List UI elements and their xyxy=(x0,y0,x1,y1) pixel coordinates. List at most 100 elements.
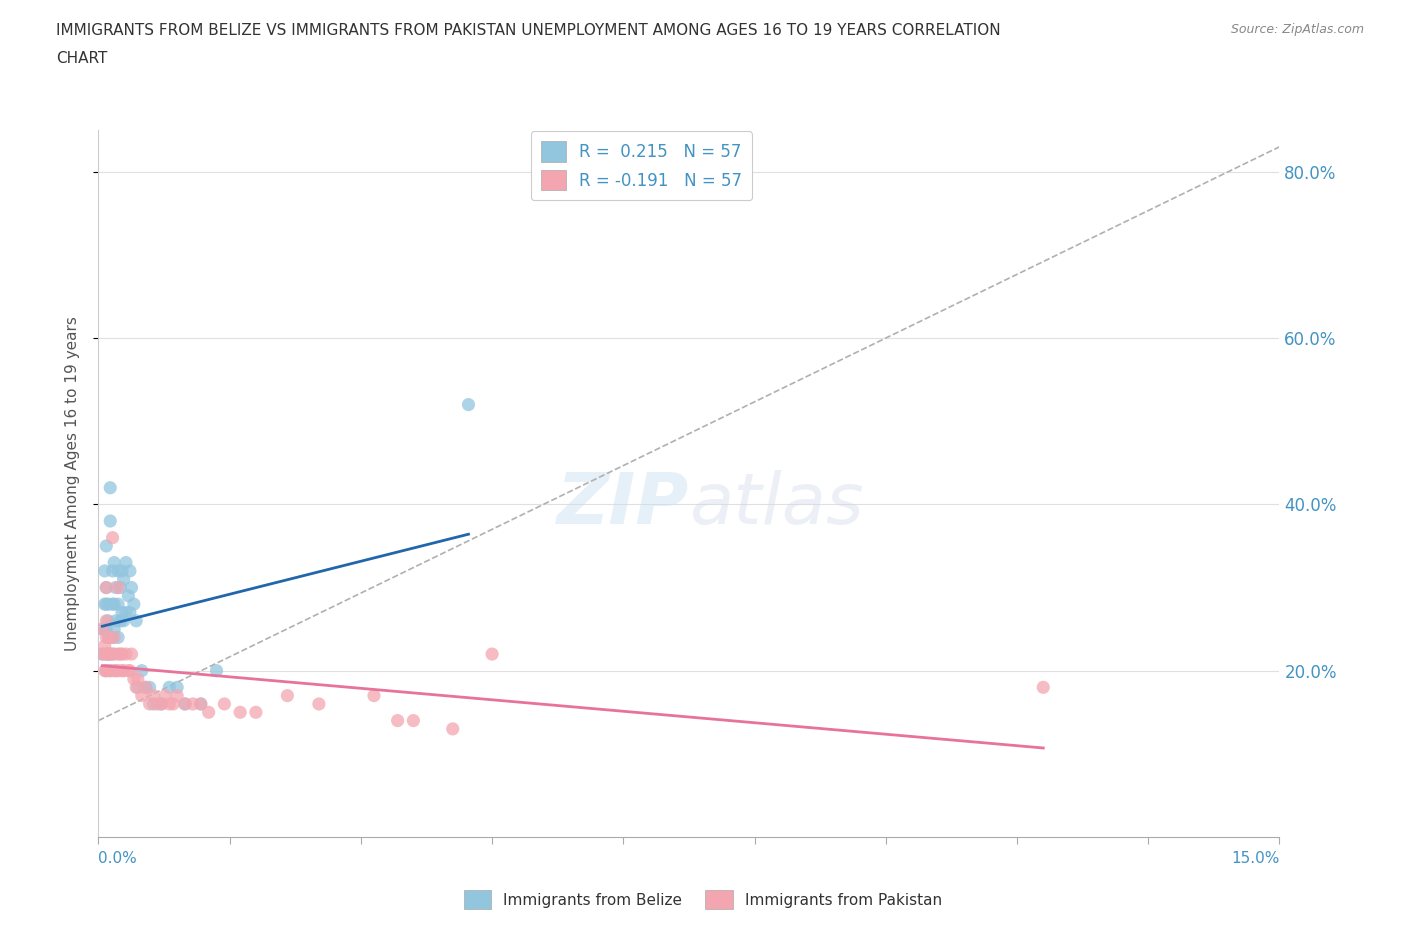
Point xyxy=(107,646,129,661)
Point xyxy=(174,697,197,711)
Point xyxy=(111,646,134,661)
Point xyxy=(117,589,139,604)
Point xyxy=(125,680,148,695)
Point xyxy=(107,663,129,678)
Point xyxy=(214,697,236,711)
Point xyxy=(101,630,124,644)
Text: Source: ZipAtlas.com: Source: ZipAtlas.com xyxy=(1230,23,1364,36)
Point xyxy=(97,630,120,644)
Point xyxy=(104,663,127,678)
Point xyxy=(91,646,114,661)
Point xyxy=(190,697,212,711)
Point xyxy=(166,688,188,703)
Point xyxy=(146,697,169,711)
Point xyxy=(103,646,125,661)
Text: atlas: atlas xyxy=(689,471,863,539)
Point xyxy=(197,705,219,720)
Point xyxy=(91,621,114,636)
Point xyxy=(98,513,121,528)
Point xyxy=(174,697,197,711)
Point xyxy=(93,564,115,578)
Point xyxy=(91,621,114,636)
Point xyxy=(190,697,212,711)
Point xyxy=(96,646,118,661)
Point xyxy=(104,580,127,595)
Point xyxy=(122,671,145,686)
Point xyxy=(131,688,153,703)
Point xyxy=(96,580,118,595)
Point xyxy=(363,688,385,703)
Point xyxy=(387,713,409,728)
Point xyxy=(97,646,120,661)
Point xyxy=(101,646,124,661)
Point xyxy=(96,621,118,636)
Point xyxy=(457,397,479,412)
Point xyxy=(112,572,135,587)
Point xyxy=(276,688,298,703)
Point xyxy=(441,722,464,737)
Point xyxy=(122,597,145,612)
Point xyxy=(402,713,425,728)
Point xyxy=(127,680,149,695)
Point xyxy=(96,580,118,595)
Point xyxy=(111,564,134,578)
Point xyxy=(245,705,267,720)
Text: CHART: CHART xyxy=(56,51,108,66)
Point xyxy=(107,630,129,644)
Point xyxy=(155,688,177,703)
Text: 0.0%: 0.0% xyxy=(98,851,138,866)
Point xyxy=(93,638,115,653)
Point xyxy=(111,663,134,678)
Point xyxy=(97,630,120,644)
Point xyxy=(98,663,121,678)
Legend: R =  0.215   N = 57, R = -0.191   N = 57: R = 0.215 N = 57, R = -0.191 N = 57 xyxy=(531,131,752,201)
Point xyxy=(115,555,138,570)
Text: ZIP: ZIP xyxy=(557,471,689,539)
Point xyxy=(142,697,165,711)
Point xyxy=(118,605,141,620)
Point xyxy=(101,564,124,578)
Point xyxy=(157,680,180,695)
Point xyxy=(110,614,132,629)
Point xyxy=(97,597,120,612)
Point xyxy=(110,580,132,595)
Point xyxy=(205,663,228,678)
Point xyxy=(111,605,134,620)
Point xyxy=(103,663,125,678)
Point xyxy=(115,646,138,661)
Point xyxy=(1032,680,1054,695)
Point xyxy=(103,597,125,612)
Point xyxy=(150,697,173,711)
Point xyxy=(93,597,115,612)
Point xyxy=(135,680,157,695)
Point xyxy=(101,597,124,612)
Text: IMMIGRANTS FROM BELIZE VS IMMIGRANTS FROM PAKISTAN UNEMPLOYMENT AMONG AGES 16 TO: IMMIGRANTS FROM BELIZE VS IMMIGRANTS FRO… xyxy=(56,23,1001,38)
Point xyxy=(115,605,138,620)
Point xyxy=(150,697,173,711)
Point xyxy=(157,697,180,711)
Point xyxy=(117,663,139,678)
Point xyxy=(110,646,132,661)
Point xyxy=(97,646,120,661)
Point xyxy=(112,663,135,678)
Text: 15.0%: 15.0% xyxy=(1232,851,1279,866)
Point xyxy=(118,564,141,578)
Point xyxy=(96,663,118,678)
Point xyxy=(101,530,124,545)
Point xyxy=(96,538,118,553)
Point xyxy=(103,621,125,636)
Point xyxy=(112,614,135,629)
Point xyxy=(97,614,120,629)
Point xyxy=(96,646,118,661)
Point xyxy=(103,630,125,644)
Point xyxy=(93,663,115,678)
Point xyxy=(121,580,143,595)
Point xyxy=(98,630,121,644)
Point xyxy=(96,597,118,612)
Point xyxy=(96,614,118,629)
Point xyxy=(98,480,121,495)
Point xyxy=(481,646,503,661)
Point xyxy=(98,646,121,661)
Point xyxy=(162,697,184,711)
Point xyxy=(121,646,143,661)
